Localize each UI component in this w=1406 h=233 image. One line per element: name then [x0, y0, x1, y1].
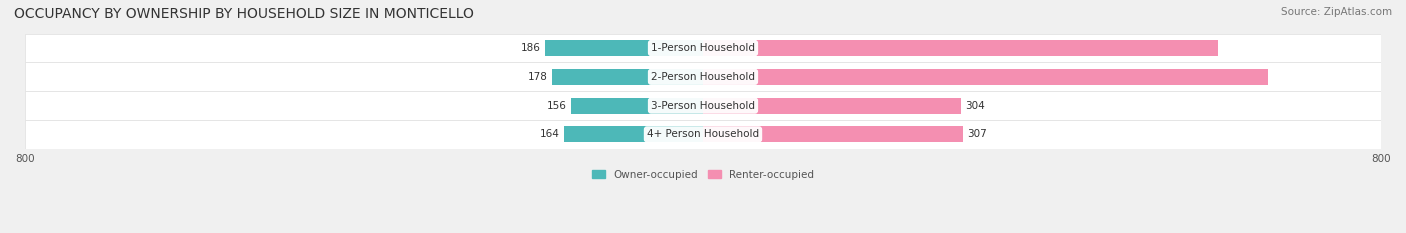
Bar	[25, 34, 1381, 62]
Bar	[571, 98, 703, 113]
Bar	[564, 127, 703, 142]
Text: 178: 178	[529, 72, 548, 82]
Text: 307: 307	[967, 129, 987, 139]
Text: 2-Person Household: 2-Person Household	[651, 72, 755, 82]
Text: 304: 304	[965, 101, 984, 111]
Text: 186: 186	[522, 43, 541, 53]
Text: 4+ Person Household: 4+ Person Household	[647, 129, 759, 139]
Bar	[546, 40, 703, 56]
Text: 1-Person Household: 1-Person Household	[651, 43, 755, 53]
Text: Source: ZipAtlas.com: Source: ZipAtlas.com	[1281, 7, 1392, 17]
Legend: Owner-occupied, Renter-occupied: Owner-occupied, Renter-occupied	[588, 165, 818, 184]
Text: 156: 156	[547, 101, 567, 111]
Bar	[553, 69, 703, 85]
Text: 3-Person Household: 3-Person Household	[651, 101, 755, 111]
Bar	[703, 98, 960, 113]
Bar	[703, 69, 1268, 85]
Bar	[703, 40, 1219, 56]
Text: OCCUPANCY BY OWNERSHIP BY HOUSEHOLD SIZE IN MONTICELLO: OCCUPANCY BY OWNERSHIP BY HOUSEHOLD SIZE…	[14, 7, 474, 21]
Text: 164: 164	[540, 129, 560, 139]
Bar	[25, 62, 1381, 91]
Bar	[25, 120, 1381, 149]
Bar	[703, 127, 963, 142]
Text: 667: 667	[1272, 72, 1295, 82]
Bar	[25, 91, 1381, 120]
Text: 608: 608	[1223, 43, 1244, 53]
